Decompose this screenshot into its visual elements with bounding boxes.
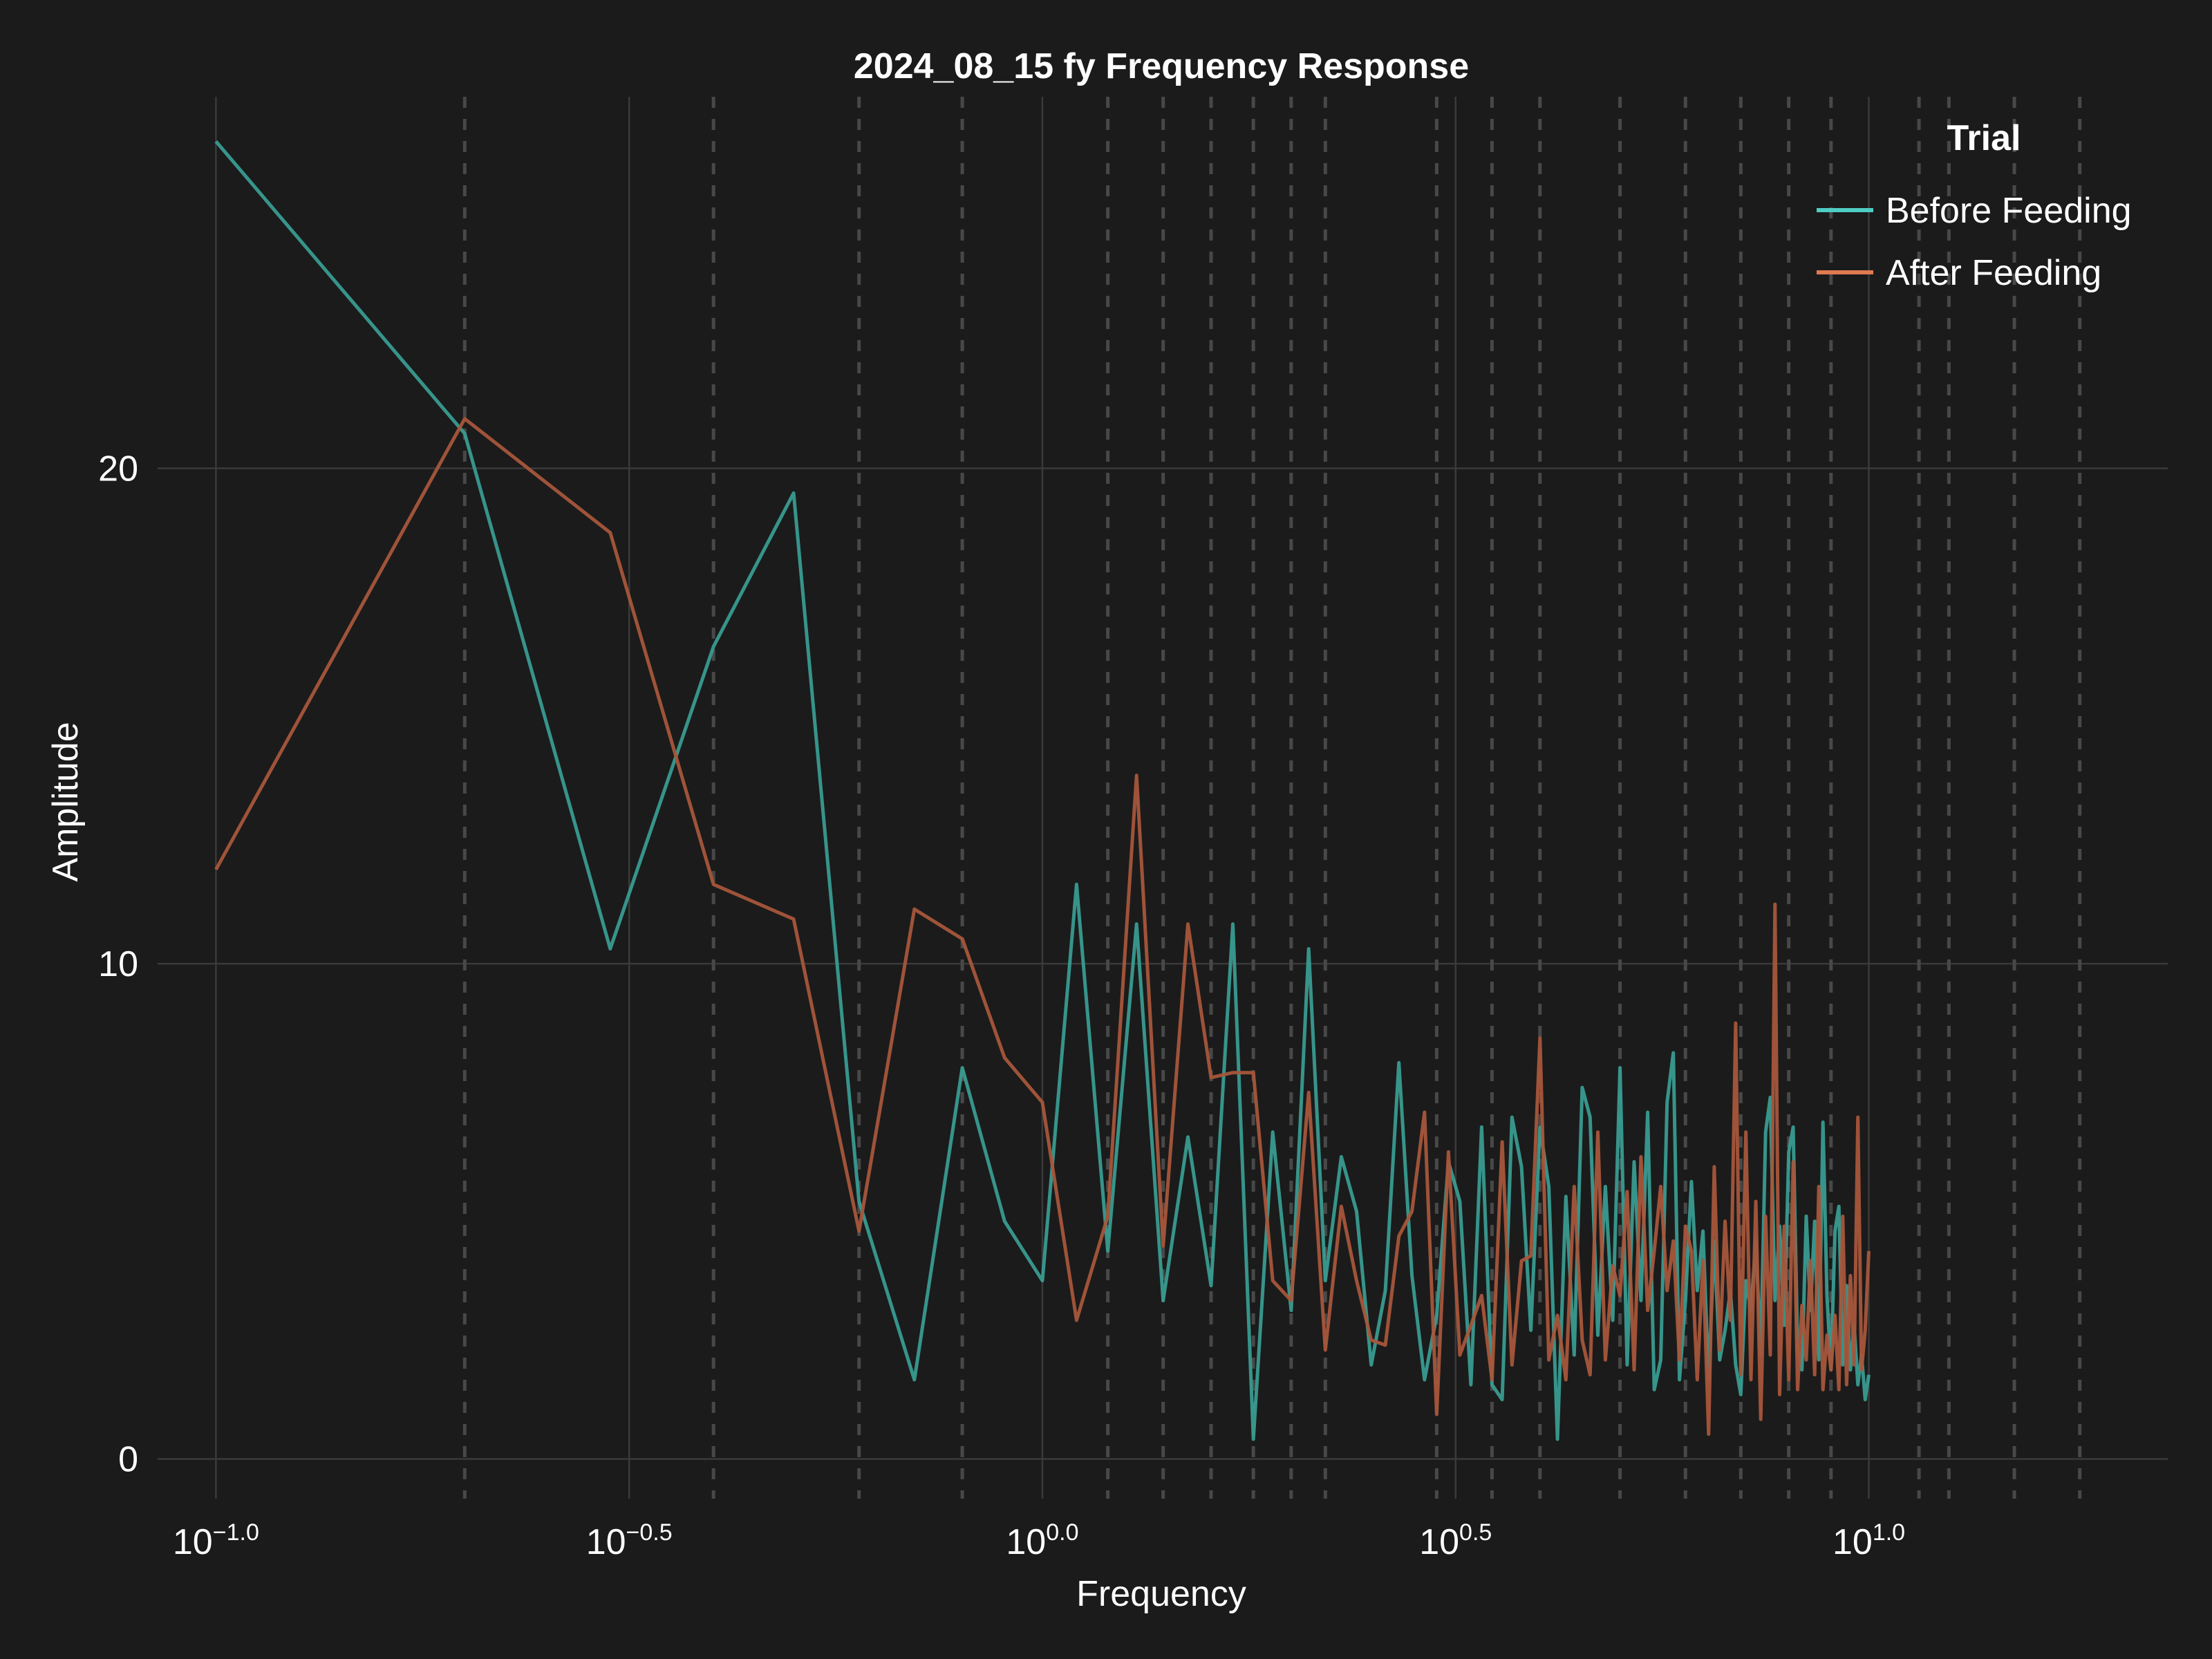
tick-layer: 0 10 20 10−1.0 10−0.5 100.0 100.5 101.0 [98, 449, 1905, 1562]
x-tick-label-3: 100.5 [1419, 1519, 1492, 1562]
legend-label-before-feeding: Before Feeding [1886, 191, 2132, 231]
chart-title: 2024_08_15 fy Frequency Response [854, 46, 1469, 86]
x-tick-label-1: 10−0.5 [586, 1519, 673, 1562]
legend: Trial Before Feeding After Feeding [1817, 118, 2132, 293]
y-tick-label-0: 0 [118, 1440, 138, 1480]
x-tick-label-4: 101.0 [1833, 1519, 1905, 1562]
x-tick-label-2: 100.0 [1006, 1519, 1078, 1562]
y-tick-label-1: 10 [98, 944, 138, 984]
series-line-before-feeding [214, 140, 1871, 1441]
y-tick-label-2: 20 [98, 449, 138, 489]
grid-layer [158, 97, 2168, 1499]
legend-label-after-feeding: After Feeding [1886, 253, 2101, 293]
legend-title: Trial [1947, 118, 2021, 158]
x-tick-label-0: 10−1.0 [173, 1519, 259, 1562]
series-layer [214, 140, 1871, 1441]
y-axis-title: Amplitude [46, 722, 86, 881]
x-axis-title: Frequency [1076, 1574, 1246, 1614]
series-line-after-feeding [214, 417, 1871, 1436]
